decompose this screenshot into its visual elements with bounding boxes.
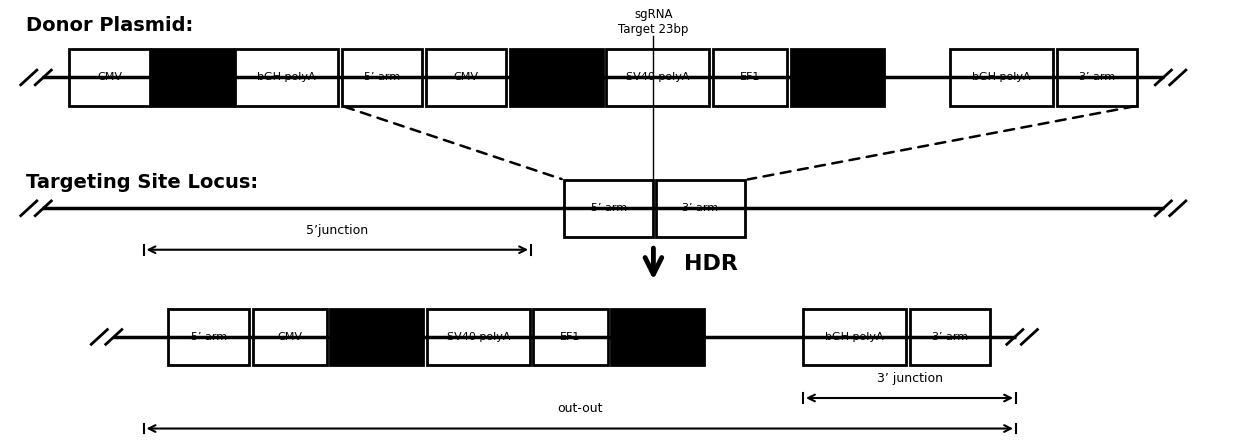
Text: Donor Plasmid:: Donor Plasmid: xyxy=(26,16,193,35)
Text: HDR: HDR xyxy=(684,254,738,274)
Bar xyxy=(804,309,905,365)
Text: CMV: CMV xyxy=(97,73,123,82)
Text: EF1: EF1 xyxy=(740,73,760,82)
Text: bGH polyA: bGH polyA xyxy=(825,332,884,342)
Bar xyxy=(425,49,506,106)
Text: 5’junction: 5’junction xyxy=(306,224,368,237)
Text: Targeting Site Locus:: Targeting Site Locus: xyxy=(26,173,258,192)
Text: 5’ arm: 5’ arm xyxy=(590,203,627,213)
Bar xyxy=(950,49,1053,106)
Bar xyxy=(656,180,745,237)
Text: SV40 polyA: SV40 polyA xyxy=(446,332,510,342)
Bar xyxy=(1056,49,1137,106)
Bar xyxy=(533,309,608,365)
Bar xyxy=(611,309,704,365)
Text: SV40 polyA: SV40 polyA xyxy=(626,73,689,82)
Bar xyxy=(153,49,233,106)
Bar xyxy=(564,180,653,237)
Text: out-out: out-out xyxy=(557,402,603,416)
Text: sgRNA
Target 23bp: sgRNA Target 23bp xyxy=(619,8,688,36)
Text: CMV: CMV xyxy=(278,332,303,342)
Bar xyxy=(909,309,990,365)
Text: 5’ arm: 5’ arm xyxy=(363,73,399,82)
Bar xyxy=(169,309,249,365)
Text: 5’ arm: 5’ arm xyxy=(191,332,227,342)
Text: 3’ arm: 3’ arm xyxy=(1079,73,1115,82)
Text: 3’ junction: 3’ junction xyxy=(877,372,942,385)
Text: CMV: CMV xyxy=(454,73,479,82)
Text: 3’ arm: 3’ arm xyxy=(682,203,718,213)
Bar xyxy=(791,49,884,106)
Text: EF1: EF1 xyxy=(560,332,580,342)
Text: 3’ arm: 3’ arm xyxy=(931,332,967,342)
Bar xyxy=(606,49,709,106)
Bar xyxy=(510,49,603,106)
Bar xyxy=(427,309,529,365)
Bar xyxy=(69,49,150,106)
Bar xyxy=(253,309,327,365)
Bar xyxy=(713,49,787,106)
Bar xyxy=(236,49,339,106)
Bar xyxy=(342,49,422,106)
Bar xyxy=(331,309,423,365)
Text: bGH polyA: bGH polyA xyxy=(257,73,316,82)
Text: bGH polyA: bGH polyA xyxy=(972,73,1030,82)
